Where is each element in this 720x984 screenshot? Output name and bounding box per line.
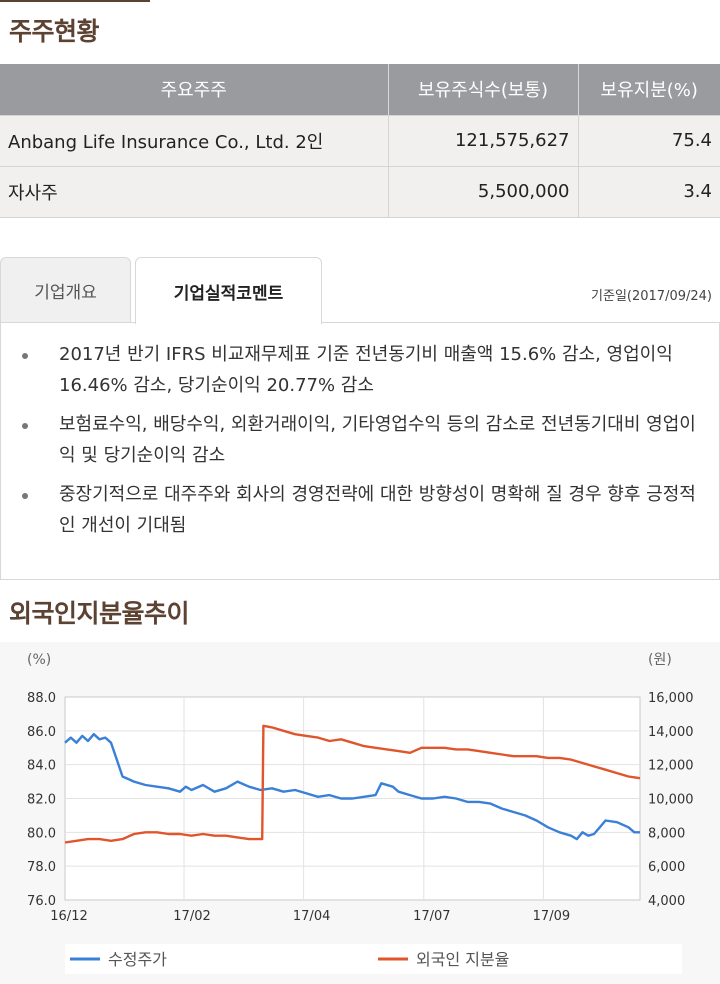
holder-name: 자사주 (0, 165, 389, 218)
col-header-shares: 보유주식수(보통) (388, 64, 579, 115)
holder-shares: 5,500,000 (388, 165, 579, 218)
holder-stake: 3.4 (578, 165, 720, 218)
right-tick-label: 8,000 (648, 826, 685, 841)
legend-foreign-label: 외국인 지분율 (416, 950, 509, 969)
right-tick-label: 4,000 (648, 894, 685, 909)
legend-box (65, 944, 682, 974)
chart-svg: (%) (원) 76.0 78.0 80.0 82.0 84.0 86.0 88.0 4,00… (27, 652, 694, 974)
left-tick-label: 84.0 (27, 759, 56, 774)
list-item: 중장기적으로 대주주와 회사의 경영전략에 대한 방향성이 명확해 질 경우 향… (1, 479, 711, 541)
x-tick-label: 16/12 (50, 909, 87, 924)
list-item: 보험료수익, 배당수익, 외환거래이익, 기타영업수익 등의 감소로 전년동기대… (1, 409, 711, 471)
list-item: 2017년 반기 IFRS 비교재무제표 기준 전년동기비 매출액 15.6% … (1, 339, 711, 401)
shareholders-table: 주요주주 보유주식수(보통) 보유지분(%) Anbang Life Insur… (0, 64, 720, 218)
earnings-comment-panel: 2017년 반기 IFRS 비교재무제표 기준 전년동기비 매출액 15.6% … (0, 322, 720, 580)
right-tick-label: 10,000 (648, 793, 694, 808)
right-tick-label: 12,000 (648, 759, 694, 774)
x-tick-label: 17/04 (293, 909, 330, 924)
holder-name: Anbang Life Insurance Co., Ltd. 2인 (0, 114, 389, 166)
x-tick-label: 17/09 (533, 909, 570, 924)
left-axis-unit: (%) (27, 652, 51, 668)
foreign-series-line (64, 724, 641, 844)
x-tick-label: 17/07 (413, 909, 450, 924)
legend-price-label: 수정주가 (108, 950, 167, 969)
left-tick-label: 76.0 (27, 894, 56, 909)
shareholders-title: 주주현황 (9, 17, 100, 46)
tab-earnings-comment[interactable]: 기업실적코멘트 (135, 257, 322, 324)
top-rule (0, 0, 150, 2)
left-tick-label: 80.0 (27, 826, 56, 841)
right-axis-unit: (원) (648, 652, 672, 668)
right-tick-label: 14,000 (648, 725, 694, 740)
holder-stake: 75.4 (578, 114, 720, 166)
table-row: Anbang Life Insurance Co., Ltd. 2인 121,5… (0, 114, 720, 166)
foreign-ownership-chart: (%) (원) 76.0 78.0 80.0 82.0 84.0 86.0 88.0 4,00… (0, 642, 720, 984)
tab-company-overview[interactable]: 기업개요 (0, 257, 131, 323)
price-series-line (64, 732, 640, 841)
x-tick-label: 17/02 (173, 909, 210, 924)
base-date: 기준일(2017/09/24) (591, 289, 712, 304)
col-header-holder: 주요주주 (0, 64, 389, 115)
col-header-stake: 보유지분(%) (578, 64, 720, 115)
table-row: 자사주 5,500,000 3.4 (0, 165, 720, 218)
left-tick-label: 88.0 (27, 691, 56, 706)
right-tick-label: 16,000 (648, 691, 694, 706)
holder-shares: 121,575,627 (388, 114, 579, 166)
left-tick-label: 82.0 (27, 793, 56, 808)
right-tick-label: 6,000 (648, 860, 685, 875)
foreign-ownership-title: 외국인지분율추이 (9, 599, 190, 628)
left-tick-label: 78.0 (27, 860, 56, 875)
left-tick-label: 86.0 (27, 725, 56, 740)
